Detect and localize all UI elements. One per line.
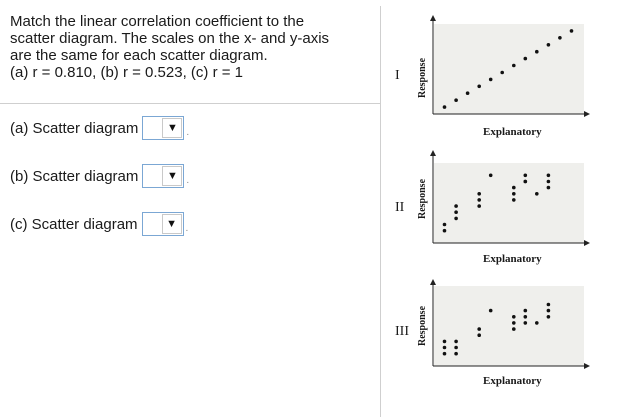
y-axis-arrow: [430, 150, 436, 156]
question-text: Match the linear correlation coefficient…: [10, 13, 372, 81]
data-point: [546, 173, 551, 178]
data-point: [523, 321, 528, 325]
data-point: [477, 198, 481, 202]
y-axis-arrow: [430, 15, 436, 21]
scatter-plot-3: Response Explanatory: [411, 272, 591, 401]
panel-divider: [380, 6, 381, 417]
data-point: [454, 204, 458, 208]
y-axis-label: Response: [417, 178, 428, 219]
question-panel: Match the linear correlation coefficient…: [0, 13, 380, 237]
scatter-plot-2: Response Explanatory: [411, 145, 591, 274]
triangle-down-icon: ▼: [166, 121, 178, 134]
scatter-b-select[interactable]: ▼: [142, 164, 185, 188]
data-point: [454, 216, 458, 221]
data-point: [546, 315, 551, 319]
row-label: (a) Scatter diagram: [10, 119, 139, 137]
answer-row-b: (b) Scatter diagram ▼ .: [10, 163, 189, 189]
data-point: [454, 345, 458, 350]
data-point: [442, 222, 447, 227]
data-point: [569, 29, 574, 33]
data-point: [523, 173, 528, 178]
question-line: Match the linear correlation coefficient…: [10, 13, 305, 30]
plot-area: [434, 163, 584, 243]
x-axis-label: Explanatory: [483, 126, 542, 138]
data-point: [512, 192, 516, 196]
data-point: [523, 308, 528, 313]
x-axis-arrow: [584, 363, 590, 369]
data-point: [488, 77, 493, 82]
y-axis-arrow: [430, 279, 436, 285]
row-label: (b) Scatter diagram: [10, 167, 139, 185]
data-point: [477, 204, 481, 208]
data-point: [535, 192, 539, 196]
data-point: [546, 302, 551, 307]
question-line: scatter diagram. The scales on the x- an…: [10, 30, 330, 47]
diagram-roman-label: III: [395, 324, 409, 339]
data-point: [454, 98, 458, 102]
dropdown-button[interactable]: ▼: [162, 166, 183, 186]
data-point: [442, 351, 447, 356]
data-point: [454, 339, 458, 344]
data-point: [523, 315, 528, 319]
data-point: [512, 321, 516, 325]
scatter-diagram-svg: [430, 279, 590, 369]
x-axis-label: Explanatory: [483, 375, 542, 387]
y-axis-label: Response: [417, 305, 428, 346]
data-point: [523, 179, 528, 184]
data-point: [477, 192, 481, 196]
x-axis-label: Explanatory: [483, 253, 542, 265]
data-point: [488, 308, 493, 313]
data-point: [523, 56, 528, 61]
scatter-diagram-svg: [430, 150, 590, 246]
plot-area: [434, 286, 584, 366]
scatter-c-select[interactable]: ▼: [141, 212, 184, 236]
scatter-plot-1: Response Explanatory: [411, 8, 591, 138]
x-axis-arrow: [584, 240, 590, 246]
dropdown-button[interactable]: ▼: [161, 214, 182, 234]
data-point: [477, 84, 481, 89]
data-point: [454, 210, 458, 214]
data-point: [442, 345, 447, 350]
answer-row-c: (c) Scatter diagram ▼ .: [10, 211, 188, 237]
data-point: [546, 185, 551, 190]
diagrams-panel: I Response Explanatory II Response Expla…: [381, 0, 619, 417]
diagram-roman-label: I: [395, 68, 400, 83]
data-point: [535, 49, 539, 54]
data-point: [512, 198, 516, 202]
question-line: (a) r = 0.810, (b) r = 0.523, (c) r = 1: [10, 64, 244, 81]
data-point: [477, 333, 481, 337]
data-point: [512, 185, 516, 190]
data-point: [558, 36, 562, 40]
data-point: [477, 327, 481, 331]
answer-row-a: (a) Scatter diagram ▼ .: [10, 115, 189, 141]
scatter-diagram-svg: [430, 15, 590, 117]
question-line: are the same for each scatter diagram.: [10, 47, 268, 64]
divider: [0, 103, 380, 104]
answer-status: .: [185, 223, 189, 234]
answer-status: .: [186, 127, 190, 138]
triangle-down-icon: ▼: [166, 169, 178, 182]
data-point: [546, 43, 551, 47]
data-point: [442, 339, 447, 344]
data-point: [442, 228, 447, 233]
row-label: (c) Scatter diagram: [10, 215, 138, 233]
triangle-down-icon: ▼: [166, 217, 177, 230]
data-point: [465, 91, 470, 95]
x-axis-arrow: [584, 111, 590, 117]
data-point: [454, 351, 458, 356]
scatter-a-select[interactable]: ▼: [142, 116, 185, 140]
data-point: [488, 173, 493, 178]
data-point: [512, 63, 516, 68]
data-point: [442, 105, 447, 109]
data-point: [546, 308, 551, 313]
y-axis-label: Response: [417, 57, 428, 98]
answer-status: .: [186, 175, 190, 186]
dropdown-button[interactable]: ▼: [162, 118, 183, 138]
data-point: [535, 321, 539, 325]
data-point: [512, 315, 516, 319]
data-point: [546, 179, 551, 184]
data-point: [512, 327, 516, 331]
diagram-roman-label: II: [395, 200, 405, 215]
data-point: [500, 70, 504, 75]
